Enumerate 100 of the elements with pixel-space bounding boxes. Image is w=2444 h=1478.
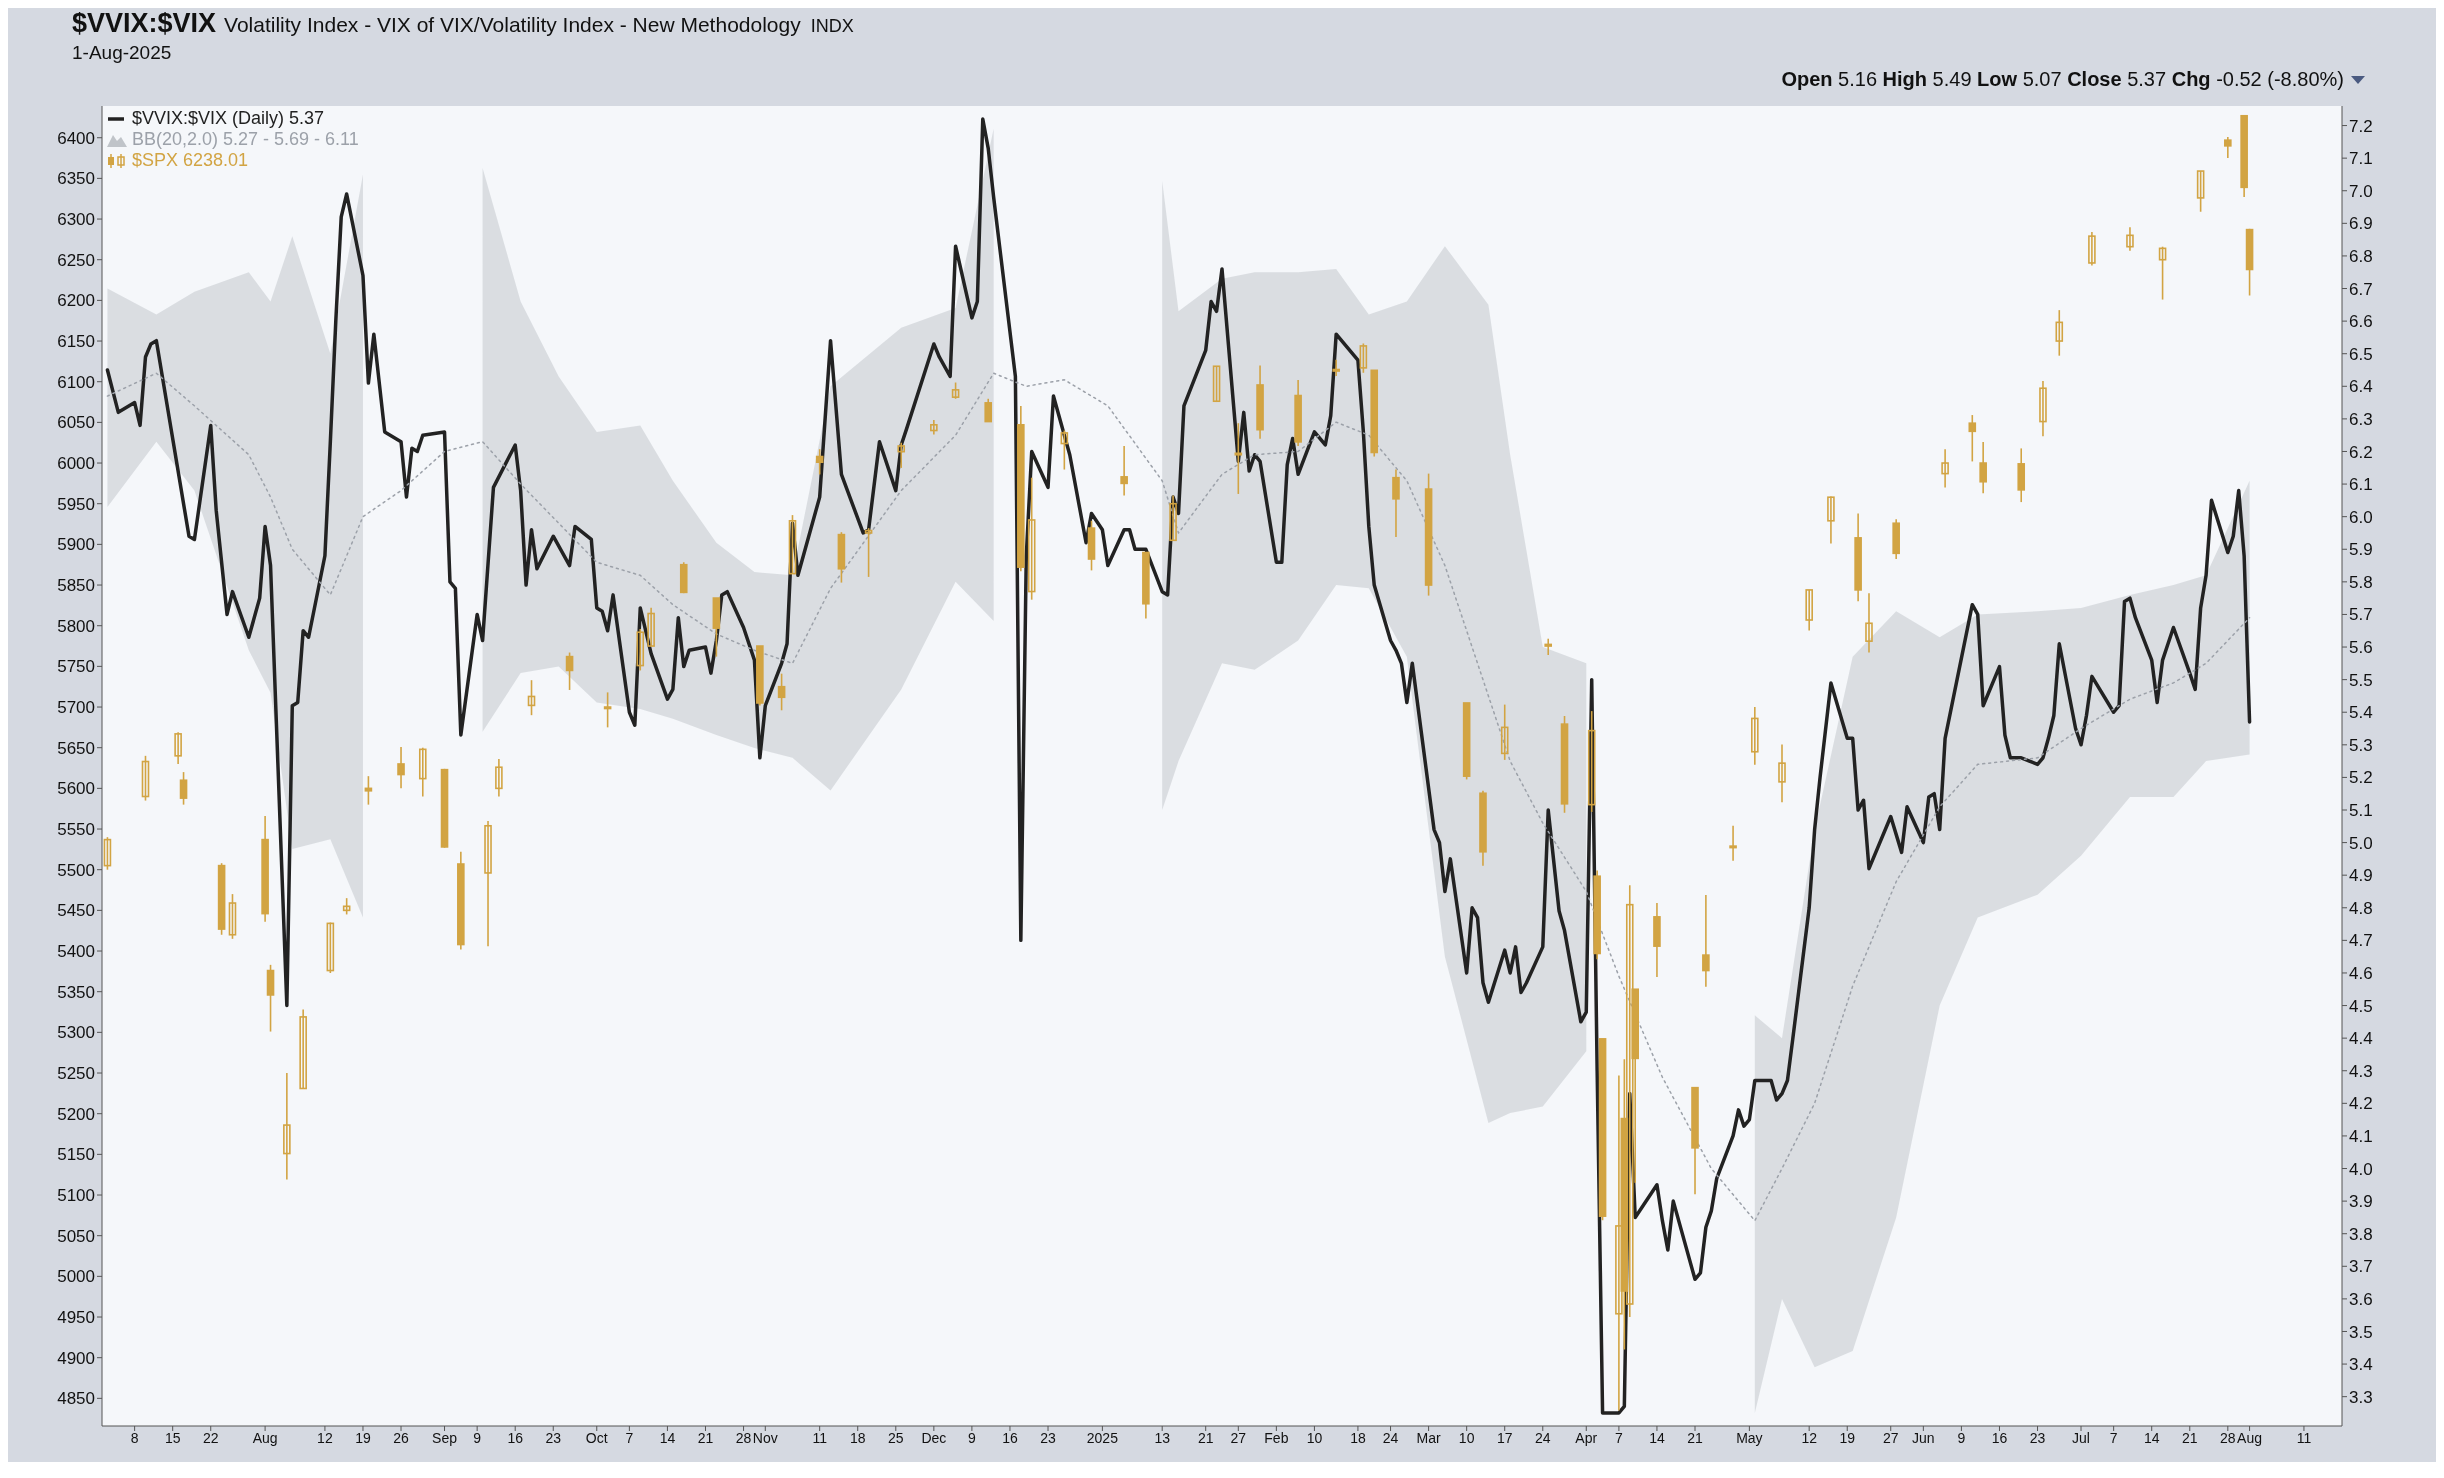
candlestick bbox=[565, 651, 574, 691]
y2-tick-label: 3.6 bbox=[2349, 1289, 2373, 1309]
candlestick bbox=[495, 758, 503, 798]
candlestick bbox=[1968, 414, 1977, 463]
x-tick-label: Feb bbox=[1264, 1429, 1289, 1446]
candlestick bbox=[2055, 309, 2064, 357]
x-tick-label: Aug bbox=[2237, 1429, 2263, 1446]
x-tick-label: 14 bbox=[2143, 1429, 2160, 1446]
x-tick-label: 21 bbox=[2181, 1429, 2198, 1446]
y2-tick-label: 4.9 bbox=[2349, 866, 2373, 886]
candlestick bbox=[527, 679, 536, 716]
y2-tick-label: 6.6 bbox=[2349, 312, 2373, 332]
x-tick-label: 23 bbox=[545, 1429, 562, 1446]
y-tick-label: 5700 bbox=[57, 698, 95, 718]
candlestick bbox=[897, 441, 906, 469]
y-tick-label: 6050 bbox=[57, 413, 95, 433]
y2-tick-label: 3.4 bbox=[2349, 1355, 2373, 1375]
x-tick-label: 9 bbox=[1957, 1429, 1966, 1446]
y2-tick-label: 6.1 bbox=[2349, 475, 2373, 495]
x-tick-label: 15 bbox=[164, 1429, 181, 1446]
y-tick-label: 6000 bbox=[57, 454, 95, 474]
chart-title: $VVIX:$VIX bbox=[72, 8, 217, 38]
y2-tick-label: 6.2 bbox=[2349, 442, 2373, 462]
candlestick bbox=[930, 419, 938, 436]
candlestick bbox=[603, 691, 612, 729]
candlestick bbox=[1359, 342, 1368, 374]
y-tick-label: 5200 bbox=[57, 1104, 95, 1124]
candlestick bbox=[777, 672, 786, 712]
candlestick bbox=[1500, 703, 1509, 761]
x-tick-label: 28 bbox=[2220, 1429, 2236, 1446]
y2-tick-label: 7.2 bbox=[2349, 116, 2373, 136]
x-tick-label: 23 bbox=[1040, 1429, 1057, 1446]
candlestick bbox=[1702, 894, 1710, 988]
x-tick-label: 7 bbox=[2109, 1429, 2118, 1446]
x-tick-label: Apr bbox=[1575, 1429, 1598, 1446]
y2-tick-label: 3.9 bbox=[2349, 1192, 2373, 1212]
candlestick bbox=[418, 746, 427, 798]
x-tick-label: 21 bbox=[1687, 1429, 1704, 1446]
candlestick bbox=[1060, 429, 1069, 471]
chart-subtitle: Volatility Index - VIX of VIX/Volatility Index - New Methodology bbox=[224, 13, 801, 36]
candlestick bbox=[228, 893, 237, 940]
x-tick-label: 13 bbox=[1154, 1429, 1171, 1446]
y2-tick-label: 7.0 bbox=[2349, 181, 2373, 201]
y-tick-label: 5050 bbox=[57, 1226, 95, 1246]
candlestick bbox=[1392, 468, 1400, 538]
y-tick-label: 6250 bbox=[57, 250, 95, 270]
y2-tick-label: 4.1 bbox=[2349, 1126, 2373, 1146]
x-tick-label: 7 bbox=[625, 1429, 634, 1446]
y-tick-label: 5250 bbox=[57, 1064, 95, 1084]
y2-tick-label: 6.7 bbox=[2349, 279, 2373, 299]
candlestick bbox=[1332, 358, 1340, 377]
candlestick bbox=[636, 628, 645, 672]
y2-tick-label: 5.0 bbox=[2349, 833, 2373, 853]
x-tick-label: 24 bbox=[1382, 1429, 1399, 1446]
candlestick bbox=[484, 820, 492, 947]
x-tick-label: 24 bbox=[1534, 1429, 1551, 1446]
x-tick-label: 19 bbox=[355, 1429, 371, 1446]
y-tick-label: 6200 bbox=[57, 291, 95, 311]
y2-tick-label: 5.6 bbox=[2349, 638, 2373, 658]
x-tick-label: 12 bbox=[1801, 1429, 1818, 1446]
y-tick-label: 4900 bbox=[57, 1348, 95, 1368]
candlestick bbox=[2088, 231, 2096, 267]
x-tick-label: 25 bbox=[888, 1429, 904, 1446]
y-tick-label: 5400 bbox=[57, 942, 95, 962]
y-tick-label: 5800 bbox=[57, 616, 95, 636]
y2-tick-label: 3.5 bbox=[2349, 1322, 2373, 1342]
y-tick-label: 5850 bbox=[57, 576, 95, 596]
y2-tick-label: 4.0 bbox=[2349, 1159, 2373, 1179]
candlestick bbox=[2126, 226, 2134, 252]
x-tick-label: 11 bbox=[812, 1429, 828, 1446]
legend-label: $VVIX:$VIX (Daily) 5.37 bbox=[132, 108, 325, 129]
x-tick-label: 16 bbox=[1991, 1429, 2008, 1446]
x-tick-label: 8 bbox=[130, 1429, 139, 1446]
x-tick-label: 12 bbox=[317, 1429, 333, 1446]
x-tick-label: Dec bbox=[921, 1429, 947, 1446]
candlestick bbox=[397, 746, 405, 790]
candlestick bbox=[1544, 637, 1553, 656]
y2-tick-label: 6.8 bbox=[2349, 246, 2373, 266]
x-tick-label: May bbox=[1736, 1429, 1763, 1446]
x-tick-label: 7 bbox=[1614, 1429, 1623, 1446]
y2-tick-label: 4.5 bbox=[2349, 996, 2373, 1016]
y2-tick-label: 4.7 bbox=[2349, 931, 2373, 951]
candlestick bbox=[283, 1072, 291, 1181]
y-tick-label: 5300 bbox=[57, 1023, 95, 1043]
legend-label: $SPX 6238.01 bbox=[132, 150, 249, 171]
candlestick bbox=[1751, 706, 1759, 766]
y2-tick-label: 7.1 bbox=[2349, 149, 2373, 169]
y2-tick-label: 6.9 bbox=[2349, 214, 2373, 234]
y2-tick-label: 5.4 bbox=[2349, 703, 2373, 723]
y2-tick-label: 5.2 bbox=[2349, 768, 2373, 788]
x-tick-label: 2025 bbox=[1086, 1429, 1119, 1446]
x-tick-label: 27 bbox=[1882, 1429, 1899, 1446]
candlestick bbox=[2039, 380, 2047, 437]
x-tick-label: Jul bbox=[2072, 1429, 2090, 1446]
y-tick-label: 6350 bbox=[57, 169, 95, 189]
x-tick-label: 14 bbox=[1649, 1429, 1665, 1446]
x-tick-label: 14 bbox=[659, 1429, 676, 1446]
y-tick-label: 5650 bbox=[57, 738, 95, 758]
text: 1-Aug-2025 bbox=[72, 42, 172, 64]
y-tick-label: 5100 bbox=[57, 1186, 95, 1206]
